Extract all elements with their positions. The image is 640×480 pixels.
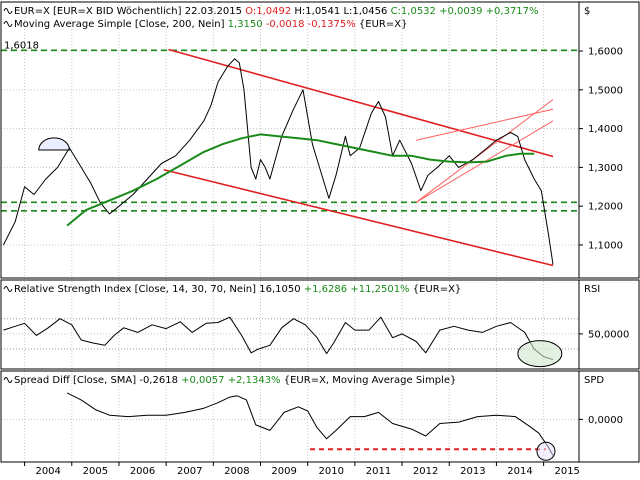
y-tick-label: 50,0000 <box>588 329 629 340</box>
header-text: Moving Average Simple [Close, 200, Nein] <box>14 19 228 30</box>
header-text: {EUR=X} <box>359 19 408 30</box>
indicator-icon <box>3 286 13 292</box>
level-value-label: 1,6018 <box>4 40 39 51</box>
header-text: L:1,0456 <box>343 6 390 17</box>
header-text: Relative Strength Index [Close, 14, 30, … <box>14 284 304 295</box>
indicator-icon <box>3 8 13 14</box>
price-panel[interactable]: 1,6018 <box>1 40 579 267</box>
header-text: +11,2501% <box>350 284 412 295</box>
header-text: -0,0018 <box>266 19 308 30</box>
x-tick-label: 2004 <box>35 466 60 477</box>
header-text: +2,1343% <box>228 375 284 386</box>
highlight-circle <box>536 441 556 461</box>
header-text: {EUR=X} <box>413 284 462 295</box>
indicator-icon <box>3 21 13 27</box>
y-tick-label: 1,2000 <box>588 202 623 213</box>
trend-line <box>416 108 554 141</box>
x-tick-label: 2007 <box>177 466 202 477</box>
moving-average-header: Moving Average Simple [Close, 200, Nein]… <box>14 19 407 30</box>
x-tick-label: 2011 <box>366 466 391 477</box>
indicator-header: Spread Diff [Close, SMA] -0,2618 +0,0057… <box>14 375 456 386</box>
highlight-arc <box>38 137 70 151</box>
header-text: C:1,0532 <box>391 6 440 17</box>
unit-label: SPD <box>584 375 604 386</box>
indicator-header: EUR=X [EUR=X BID Wöchentlich] 22.03.2015… <box>14 6 539 17</box>
y-tick-label: 1,3000 <box>588 163 623 174</box>
x-tick-label: 2008 <box>224 466 249 477</box>
panel-frame <box>0 1 640 279</box>
header-text: 1,3150 <box>228 19 266 30</box>
header-text: +0,3717% <box>486 6 539 17</box>
series-line-moving-average-simple <box>66 133 535 227</box>
series-line-eur-x <box>2 58 554 265</box>
header-text: Spread Diff [Close, SMA] -0,2618 <box>14 375 181 386</box>
x-tick-label: 2005 <box>83 466 108 477</box>
x-tick-label: 2010 <box>319 466 344 477</box>
x-tick-label: 2009 <box>271 466 296 477</box>
indicator-icon <box>3 377 13 383</box>
header-text: O:1,0492 <box>245 6 294 17</box>
trend-line <box>415 99 554 203</box>
header-text: EUR=X [EUR=X BID Wöchentlich] 22.03.2015 <box>14 6 245 17</box>
series-line-relative-strength-index <box>3 316 554 361</box>
unit-label: $ <box>584 6 590 17</box>
header-text: -0,1375% <box>308 19 359 30</box>
indicator-header: Relative Strength Index [Close, 14, 30, … <box>14 284 461 295</box>
y-tick-label: 1,6000 <box>588 47 623 58</box>
trend-line <box>168 48 554 158</box>
rsi-panel[interactable] <box>1 316 579 368</box>
series-line-spread-diff <box>66 392 554 456</box>
x-tick-label: 2012 <box>413 466 438 477</box>
header-text: {EUR=X, Moving Average Simple} <box>284 375 457 386</box>
x-tick-label: 2013 <box>460 466 485 477</box>
y-tick-label: 0,0000 <box>588 415 623 426</box>
x-tick-label: 2014 <box>507 466 532 477</box>
y-tick-label: 1,1000 <box>588 240 623 251</box>
y-tick-label: 1,4000 <box>588 124 623 135</box>
x-tick-label: 2006 <box>130 466 155 477</box>
panel-frame <box>0 279 640 370</box>
header-text: +0,0039 <box>439 6 486 17</box>
grid-layer <box>1 2 579 462</box>
y-tick-label: 1,5000 <box>588 85 623 96</box>
spread-panel[interactable] <box>66 392 556 461</box>
highlight-ellipse <box>517 340 563 368</box>
header-text: +1,6286 <box>304 284 351 295</box>
unit-label: RSI <box>584 284 600 295</box>
trend-line <box>163 168 554 267</box>
x-tick-label: 2015 <box>554 466 579 477</box>
header-text: +0,0057 <box>181 375 228 386</box>
header-text: H:1,0541 <box>294 6 343 17</box>
